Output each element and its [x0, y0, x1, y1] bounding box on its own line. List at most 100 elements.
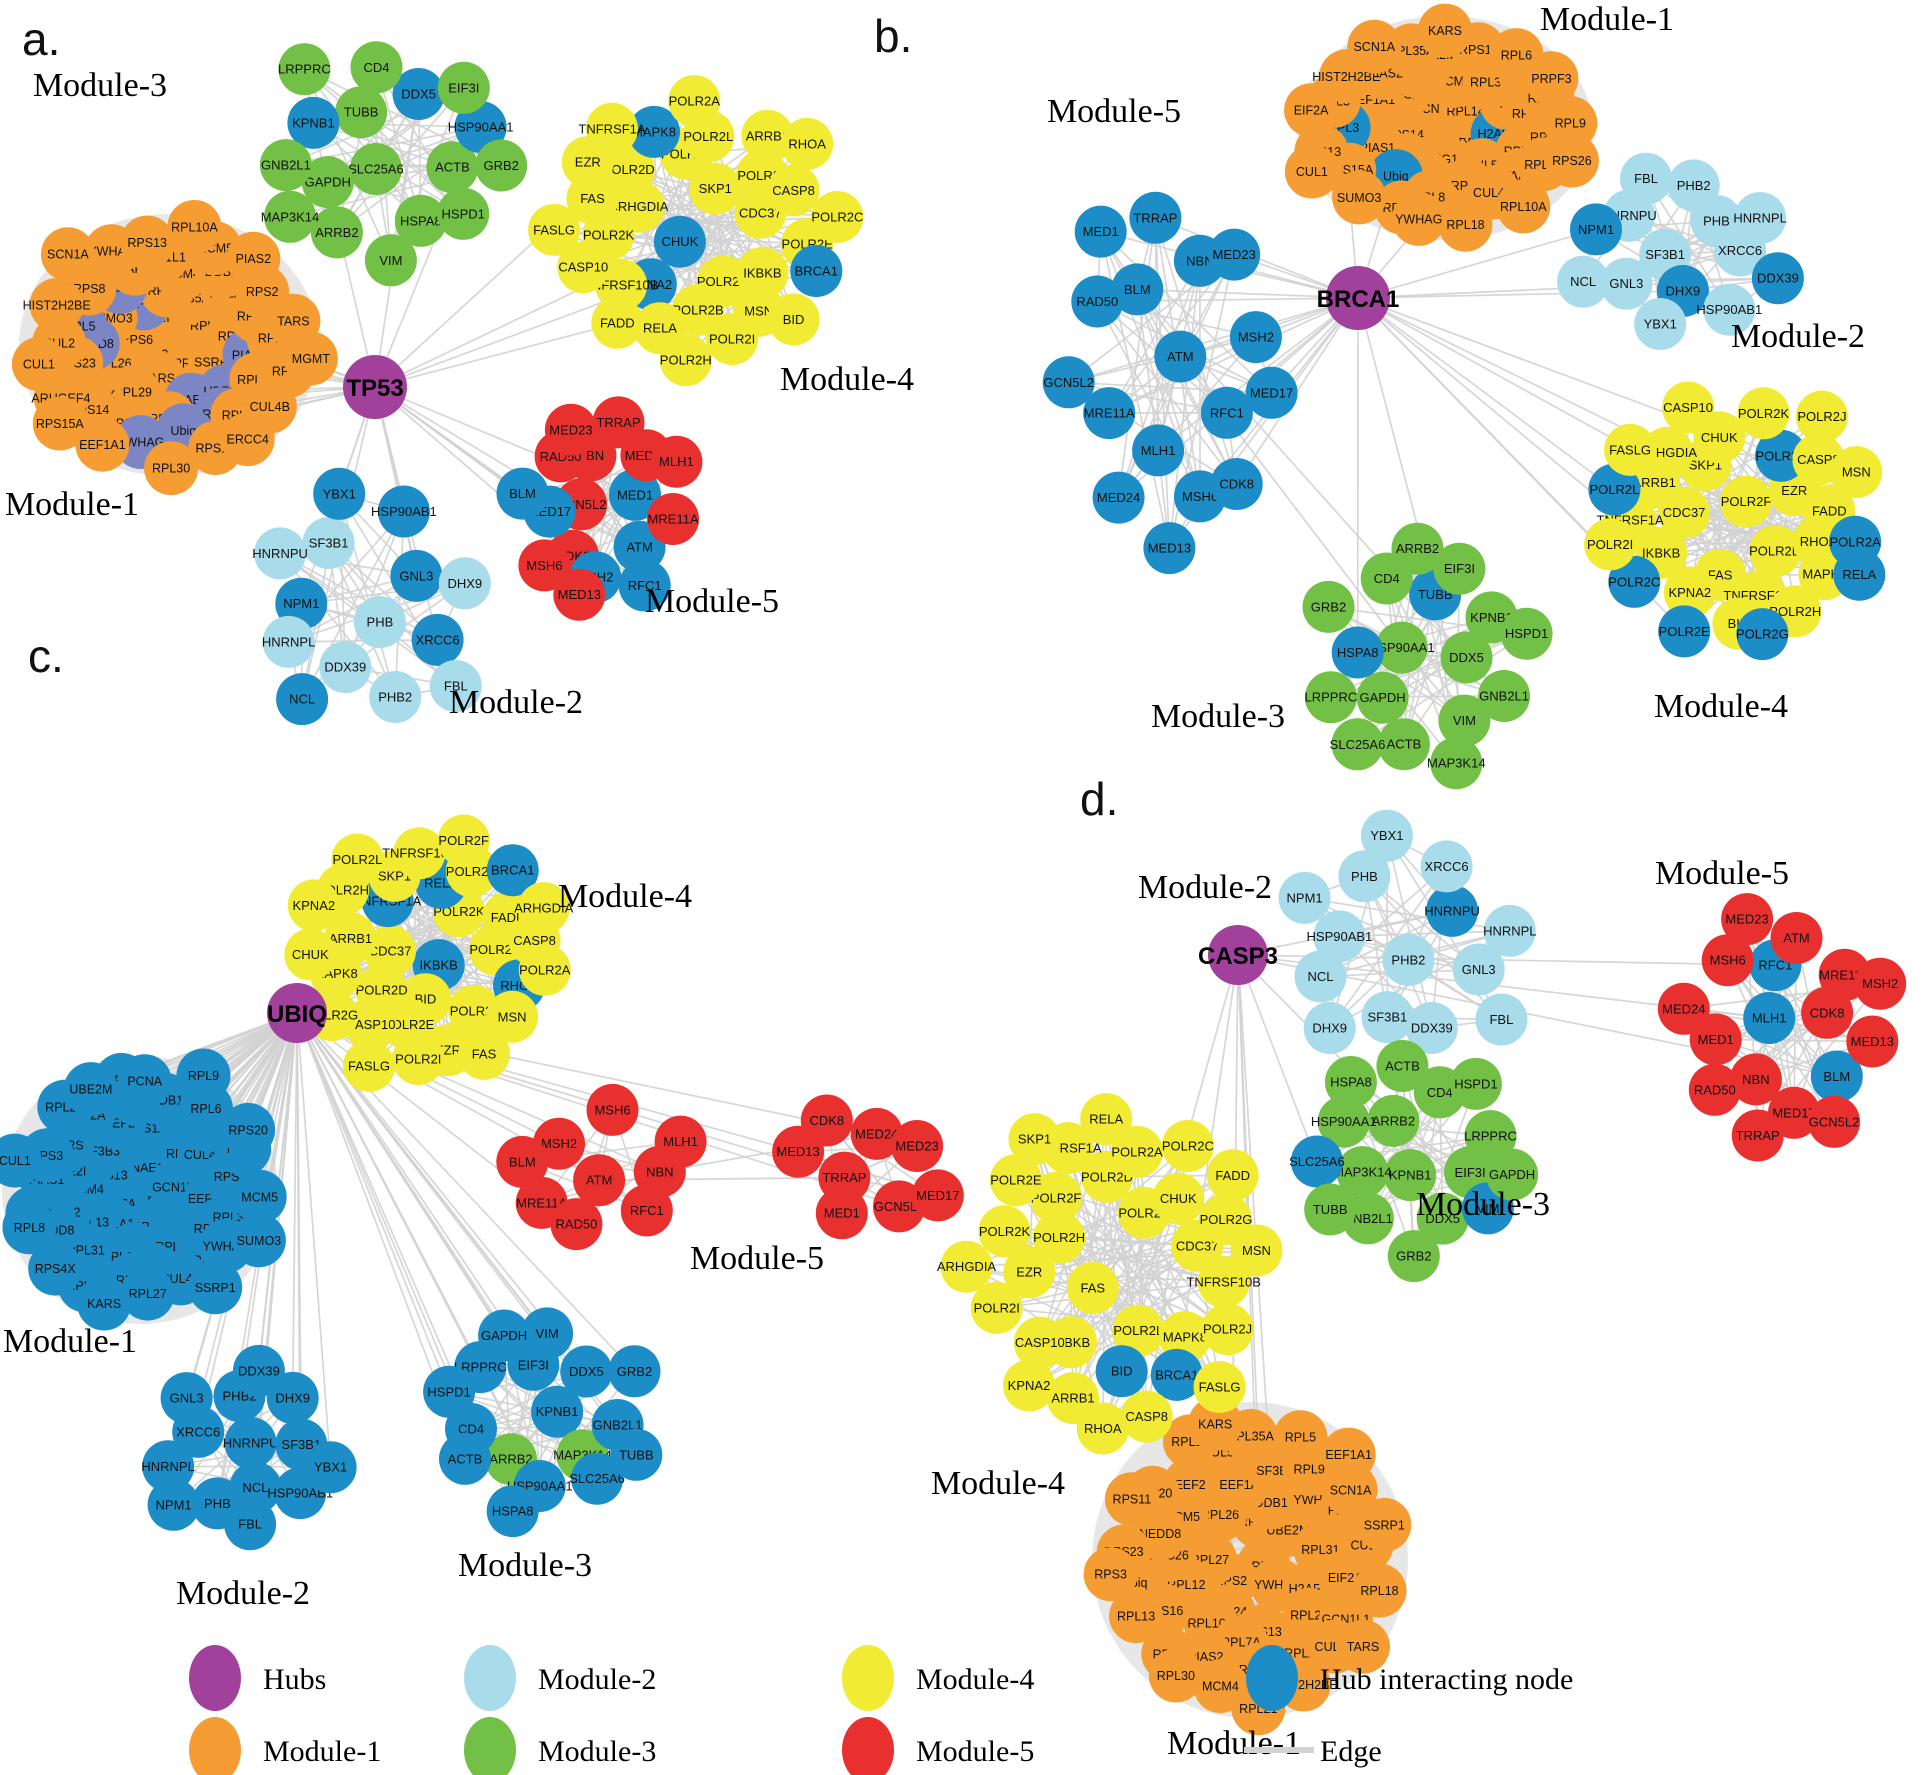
node-polr2e[interactable]	[989, 1154, 1042, 1207]
node-hnrnpl[interactable]	[142, 1440, 195, 1493]
node-hnrnpl[interactable]	[1734, 192, 1787, 244]
node-mlh1[interactable]	[650, 435, 703, 488]
node-ncl[interactable]	[276, 673, 329, 726]
node-ybx1[interactable]	[1634, 298, 1687, 350]
node-fadd[interactable]	[1206, 1149, 1259, 1202]
node-mre11a[interactable]	[647, 493, 699, 545]
node-rps26[interactable]	[1544, 133, 1599, 188]
node-rad50[interactable]	[550, 1198, 603, 1251]
node-polr2d[interactable]	[602, 143, 655, 196]
node-hspd1[interactable]	[1500, 607, 1553, 660]
node-blm[interactable]	[1111, 263, 1164, 316]
node-polr2l[interactable]	[331, 833, 384, 886]
node-msh6[interactable]	[1701, 934, 1754, 987]
node-casp10[interactable]	[557, 241, 610, 294]
node-arrb2[interactable]	[1391, 522, 1444, 575]
node-bid[interactable]	[1095, 1345, 1148, 1398]
node-ddx39[interactable]	[232, 1344, 285, 1397]
node-chuk[interactable]	[1152, 1172, 1205, 1225]
node-kpna2[interactable]	[287, 879, 340, 932]
node-rhoa[interactable]	[1076, 1402, 1129, 1455]
node-ddx39[interactable]	[1405, 1002, 1458, 1054]
node-msn[interactable]	[1230, 1224, 1283, 1277]
node-lrpprc[interactable]	[278, 43, 331, 96]
node-rps13[interactable]	[120, 215, 175, 270]
node-chuk[interactable]	[653, 215, 706, 268]
node-hsp90ab1[interactable]	[1703, 283, 1756, 336]
node-cul1[interactable]	[0, 1133, 42, 1188]
node-polr2a[interactable]	[1111, 1125, 1163, 1178]
node-tars[interactable]	[1336, 1619, 1390, 1674]
node-gnl3[interactable]	[160, 1372, 213, 1425]
node-med24[interactable]	[1657, 982, 1710, 1035]
node-gapdh[interactable]	[1356, 671, 1409, 724]
node-faslg[interactable]	[1193, 1361, 1246, 1413]
node-tnfrsf10b[interactable]	[1197, 1256, 1250, 1308]
node-med23[interactable]	[1721, 893, 1774, 946]
node-mlh1[interactable]	[654, 1115, 707, 1168]
node-hsp90ab1[interactable]	[377, 485, 430, 538]
node-vim[interactable]	[364, 234, 417, 287]
node-arrb2[interactable]	[1367, 1094, 1420, 1147]
node-brca1[interactable]	[486, 844, 539, 897]
node-polr2k[interactable]	[978, 1205, 1031, 1258]
node-hnrnpu[interactable]	[254, 527, 307, 580]
node-med17[interactable]	[1245, 366, 1298, 419]
node-sf3b1[interactable]	[1361, 991, 1414, 1044]
node-rpl18[interactable]	[1438, 197, 1493, 252]
node-polr2f[interactable]	[1030, 1171, 1083, 1224]
node-polr2i[interactable]	[970, 1281, 1023, 1334]
node-polr2i[interactable]	[392, 1033, 445, 1085]
node-faslg[interactable]	[343, 1040, 395, 1092]
node-grb2[interactable]	[608, 1345, 661, 1398]
node-atm[interactable]	[573, 1154, 626, 1207]
node-lrpprc[interactable]	[1304, 671, 1357, 724]
node-msh2[interactable]	[1854, 957, 1907, 1010]
node-sumo3[interactable]	[1332, 170, 1387, 225]
node-arhgdia[interactable]	[1641, 426, 1694, 479]
node-kpnb1[interactable]	[531, 1385, 584, 1438]
node-ddx5[interactable]	[392, 68, 445, 120]
node-phb[interactable]	[1338, 850, 1391, 903]
node-med13[interactable]	[1143, 522, 1196, 575]
node-phb[interactable]	[353, 596, 406, 649]
node-rad50[interactable]	[1071, 275, 1124, 328]
node-actb[interactable]	[439, 1432, 491, 1485]
node-casp8[interactable]	[1120, 1390, 1173, 1443]
node-grb2[interactable]	[1387, 1230, 1440, 1283]
node-polr2g[interactable]	[1736, 608, 1789, 661]
node-faslg[interactable]	[528, 203, 581, 256]
node-polr2j[interactable]	[1201, 1303, 1254, 1356]
node-arrb2[interactable]	[310, 206, 363, 259]
node-gnb2l1[interactable]	[1478, 670, 1531, 722]
node-scn1a[interactable]	[1347, 19, 1402, 74]
node-hspd1[interactable]	[423, 1365, 476, 1418]
node-rela[interactable]	[1080, 1093, 1133, 1146]
node-kpnb1[interactable]	[287, 96, 340, 149]
node-med13[interactable]	[553, 568, 606, 621]
node-scn1a[interactable]	[40, 227, 95, 282]
hub-node-casp3[interactable]	[1208, 925, 1268, 985]
node-hnrnpl[interactable]	[262, 615, 315, 668]
node-polr2h[interactable]	[1033, 1211, 1086, 1264]
node-msh6[interactable]	[518, 539, 571, 592]
node-xrcc6[interactable]	[411, 613, 464, 666]
node-polr2l[interactable]	[1588, 463, 1641, 516]
node-blm[interactable]	[496, 467, 549, 520]
node-med23[interactable]	[544, 403, 597, 456]
node-sf3b1[interactable]	[302, 517, 355, 569]
node-med17[interactable]	[911, 1169, 964, 1222]
node-fbl[interactable]	[429, 660, 482, 712]
node-hspd1[interactable]	[1449, 1057, 1502, 1110]
node-med24[interactable]	[850, 1107, 903, 1160]
node-med1[interactable]	[1074, 205, 1127, 258]
node-kpna2[interactable]	[1003, 1359, 1055, 1412]
node-gnl3[interactable]	[390, 549, 443, 602]
node-atm[interactable]	[1770, 912, 1823, 964]
node-arrb1[interactable]	[741, 109, 794, 162]
node-arhgdia[interactable]	[940, 1240, 993, 1293]
node-cul1[interactable]	[1284, 144, 1339, 199]
node-ube2m[interactable]	[63, 1062, 118, 1117]
node-grb2[interactable]	[1302, 580, 1355, 633]
node-rps20[interactable]	[221, 1102, 276, 1157]
